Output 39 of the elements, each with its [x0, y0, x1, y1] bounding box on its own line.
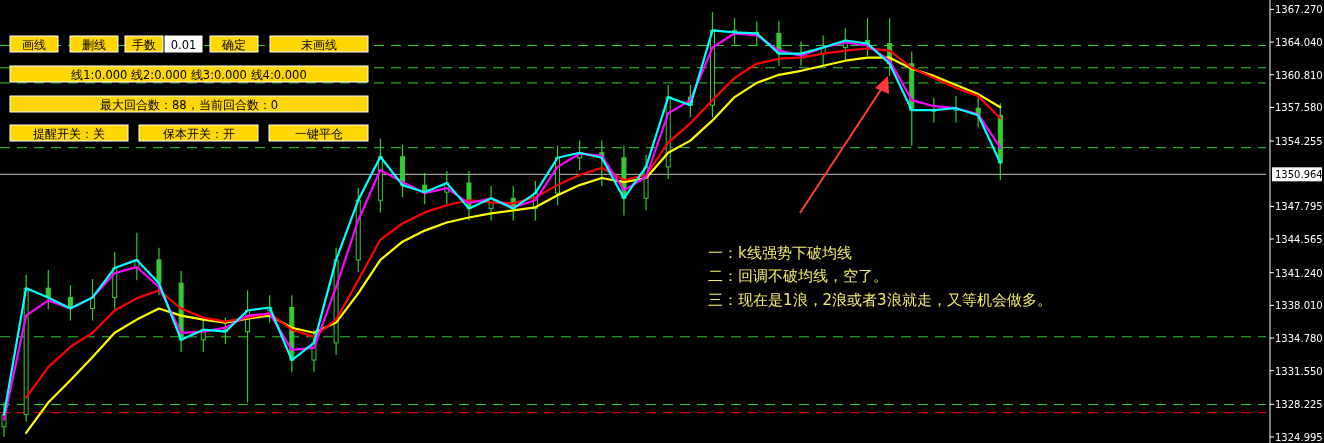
annotation: 手数 [132, 37, 156, 52]
y-tick-label: 1347.795 [1275, 201, 1323, 213]
y-tick-label: 1357.580 [1275, 102, 1323, 114]
annotation: 确定 [221, 37, 246, 52]
annotation: 三：现在是1浪，2浪或者3浪就走，又等机会做多。 [708, 291, 1052, 309]
annotation: 保本开关：开 [162, 126, 235, 141]
annotation: 最大回合数：88，当前回合数：0 [100, 97, 278, 112]
control: 一键平仓 [268, 124, 369, 142]
y-tick-label: 1364.040 [1275, 37, 1323, 49]
y-tick-label: 1341.240 [1275, 267, 1323, 279]
y-tick-label: 1334.780 [1275, 333, 1323, 345]
control: 最大回合数：88，当前回合数：0 [9, 95, 369, 113]
annotation: 二：回调不破均线，空了。 [708, 267, 888, 285]
y-tick-label: 1331.550 [1275, 365, 1323, 377]
y-tick-label: 1344.565 [1275, 234, 1323, 246]
control: 0.01 [164, 35, 203, 53]
y-tick-label: 1338.010 [1275, 300, 1323, 312]
annotation: 一：k线强势下破均线 [708, 244, 852, 262]
control: 末画线 [269, 35, 369, 53]
annotation: 末画线 [301, 37, 337, 52]
control: 画线 [9, 35, 59, 53]
annotation: 0.01 [170, 37, 197, 52]
y-tick-label: 1324.995 [1275, 431, 1323, 443]
y-tick-label: 1367.270 [1275, 4, 1323, 16]
y-tick-label: 1354.255 [1275, 136, 1323, 148]
control: 线1:0.000 线2:0.000 线3:0.000 线4:0.000 [9, 65, 369, 83]
annotation: 画线 [22, 37, 46, 52]
control: 保本开关：开 [138, 124, 259, 142]
control: 提醒开关：关 [9, 124, 129, 142]
y-tick-label: 1360.810 [1275, 69, 1323, 81]
annotation: 提醒开关：关 [33, 126, 105, 141]
control: 删线 [69, 35, 119, 53]
annotation: 一键平仓 [294, 126, 343, 141]
control: 确定 [209, 35, 259, 53]
annotation: 删线 [82, 37, 106, 52]
annotation: 线1:0.000 线2:0.000 线3:0.000 线4:0.000 [71, 67, 307, 82]
y-tick-label: 1328.225 [1275, 399, 1323, 411]
ref-line-label: 1350.964 [1275, 169, 1323, 181]
control: 手数 [124, 35, 164, 53]
